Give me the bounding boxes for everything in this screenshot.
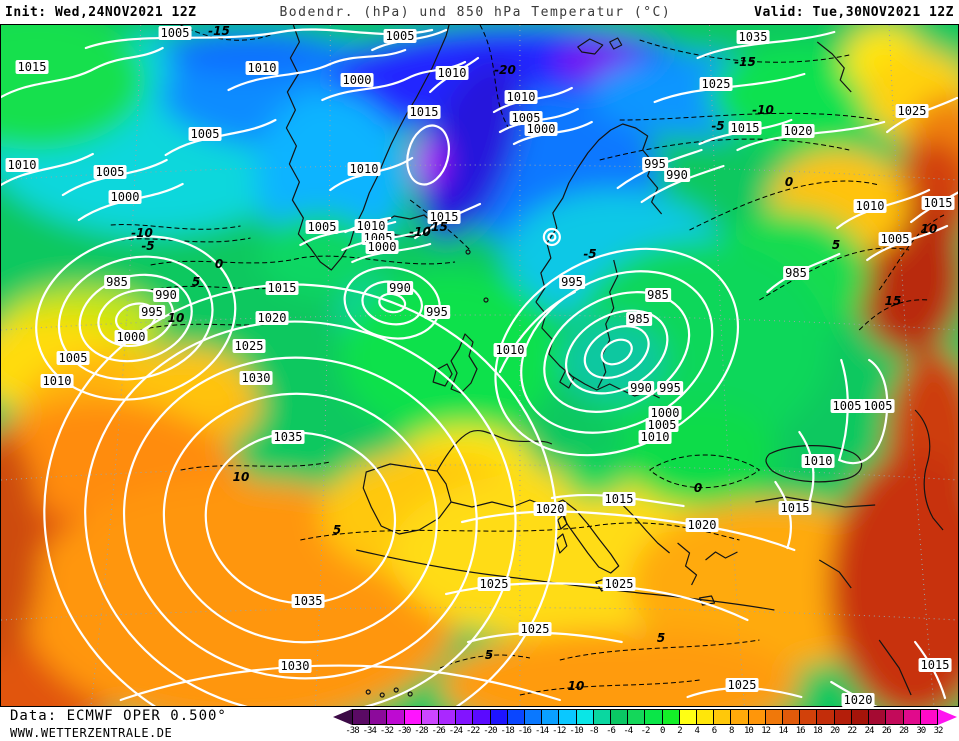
colorbar-ticks: -38 -34 -32 -30 -28 -26 -24 -22 -20 -18 -16 -14 -12-… bbox=[0, 726, 959, 740]
colorbar-tick: 14 bbox=[778, 726, 788, 736]
footer: Data: ECMWF OPER 0.500° WWW.WETTERZENTRA… bbox=[0, 707, 959, 741]
colorbar-cell bbox=[816, 710, 834, 724]
colorbar-tick: -4 bbox=[623, 726, 633, 736]
colorbar-tick: 28 bbox=[899, 726, 909, 736]
colorbar-cell bbox=[833, 710, 851, 724]
colorbar-cell bbox=[885, 710, 903, 724]
colorbar-cell bbox=[403, 710, 421, 724]
graticule bbox=[1, 25, 958, 706]
colorbar-cell bbox=[489, 710, 507, 724]
colorbar-cell bbox=[610, 710, 628, 724]
colorbar-cell bbox=[420, 710, 439, 724]
colorbar-tick: -20 bbox=[483, 726, 497, 736]
colorbar-tick: 16 bbox=[795, 726, 806, 736]
colorbar-tick: -24 bbox=[448, 726, 463, 736]
website-url: WWW.WETTERZENTRALE.DE bbox=[10, 726, 173, 740]
temperature-field bbox=[1, 25, 958, 706]
colorbar-tick: 18 bbox=[812, 726, 823, 736]
colorbar-tick: -14 bbox=[534, 726, 549, 736]
colorbar-tick: 8 bbox=[728, 726, 735, 736]
header: Init: Wed,24NOV2021 12Z Bodendr. (hPa) u… bbox=[0, 0, 959, 24]
colorbar-cell bbox=[799, 710, 817, 724]
colorbar-tick: 10 bbox=[743, 726, 754, 736]
colorbar-cell bbox=[524, 710, 542, 724]
colorbar-cell bbox=[627, 710, 645, 724]
colorbar-tick: -26 bbox=[431, 726, 446, 736]
weather-map-graphic bbox=[1, 25, 958, 706]
init-time: Init: Wed,24NOV2021 12Z bbox=[5, 4, 197, 20]
colorbar-cell bbox=[575, 710, 593, 724]
colorbar-cell bbox=[902, 710, 920, 724]
map-title: Bodendr. (hPa) und 850 hPa Temperatur (°… bbox=[279, 4, 672, 20]
colorbar-tick: -28 bbox=[414, 726, 428, 736]
colorbar-cell bbox=[386, 710, 404, 724]
colorbar-cell bbox=[558, 710, 576, 724]
colorbar-cell bbox=[713, 710, 731, 724]
colorbar-tick: 24 bbox=[864, 726, 875, 736]
colorbar-tick: -34 bbox=[362, 726, 377, 736]
colorbar-cell bbox=[747, 710, 765, 724]
colorbar-tick: 12 bbox=[761, 726, 771, 736]
colorbar-cell bbox=[541, 710, 559, 724]
colorbar-cell bbox=[661, 710, 679, 724]
colorbar-tick: 22 bbox=[847, 726, 857, 736]
data-source: Data: ECMWF OPER 0.500° bbox=[10, 708, 227, 724]
colorbar-tick: 32 bbox=[933, 726, 944, 736]
colorbar-cell bbox=[782, 710, 800, 724]
colorbar-right-arrow bbox=[938, 709, 957, 725]
colorbar-cell bbox=[592, 710, 611, 724]
colorbar bbox=[352, 709, 938, 725]
colorbar-tick: -2 bbox=[640, 726, 651, 736]
colorbar-cell bbox=[438, 710, 456, 724]
colorbar-cell bbox=[696, 710, 714, 724]
colorbar-cell bbox=[472, 710, 490, 724]
colorbar-tick: 6 bbox=[711, 726, 718, 736]
valid-time: Valid: Tue,30NOV2021 12Z bbox=[754, 4, 954, 20]
colorbar-cell bbox=[455, 710, 473, 724]
map-canvas bbox=[0, 24, 959, 707]
colorbar-cell bbox=[764, 710, 783, 724]
colorbar-cell bbox=[730, 710, 748, 724]
colorbar-tick: -6 bbox=[606, 726, 616, 736]
colorbar-tick: -12 bbox=[552, 726, 566, 736]
colorbar-tick: 26 bbox=[881, 726, 892, 736]
colorbar-cell bbox=[644, 710, 662, 724]
colorbar-cell bbox=[506, 710, 525, 724]
colorbar-tick: -30 bbox=[397, 726, 411, 736]
colorbar-tick: -16 bbox=[517, 726, 532, 736]
colorbar-left-arrow bbox=[333, 709, 352, 725]
colorbar-tick: 4 bbox=[694, 726, 700, 736]
colorbar-tick: 30 bbox=[916, 726, 926, 736]
colorbar-cell bbox=[919, 710, 937, 724]
colorbar-tick: -18 bbox=[500, 726, 514, 736]
colorbar-cell bbox=[678, 710, 697, 724]
colorbar-tick: -10 bbox=[569, 726, 583, 736]
colorbar-cell bbox=[353, 710, 370, 724]
colorbar-tick: -8 bbox=[588, 726, 599, 736]
colorbar-tick: -22 bbox=[466, 726, 480, 736]
colorbar-tick: 20 bbox=[830, 726, 840, 736]
colorbar-tick: 0 bbox=[660, 726, 666, 736]
colorbar-tick: -32 bbox=[379, 726, 394, 736]
colorbar-cell bbox=[868, 710, 886, 724]
colorbar-tick: -38 bbox=[345, 726, 359, 736]
colorbar-cell bbox=[369, 710, 387, 724]
colorbar-cell bbox=[850, 710, 869, 724]
colorbar-tick: 2 bbox=[677, 726, 683, 736]
